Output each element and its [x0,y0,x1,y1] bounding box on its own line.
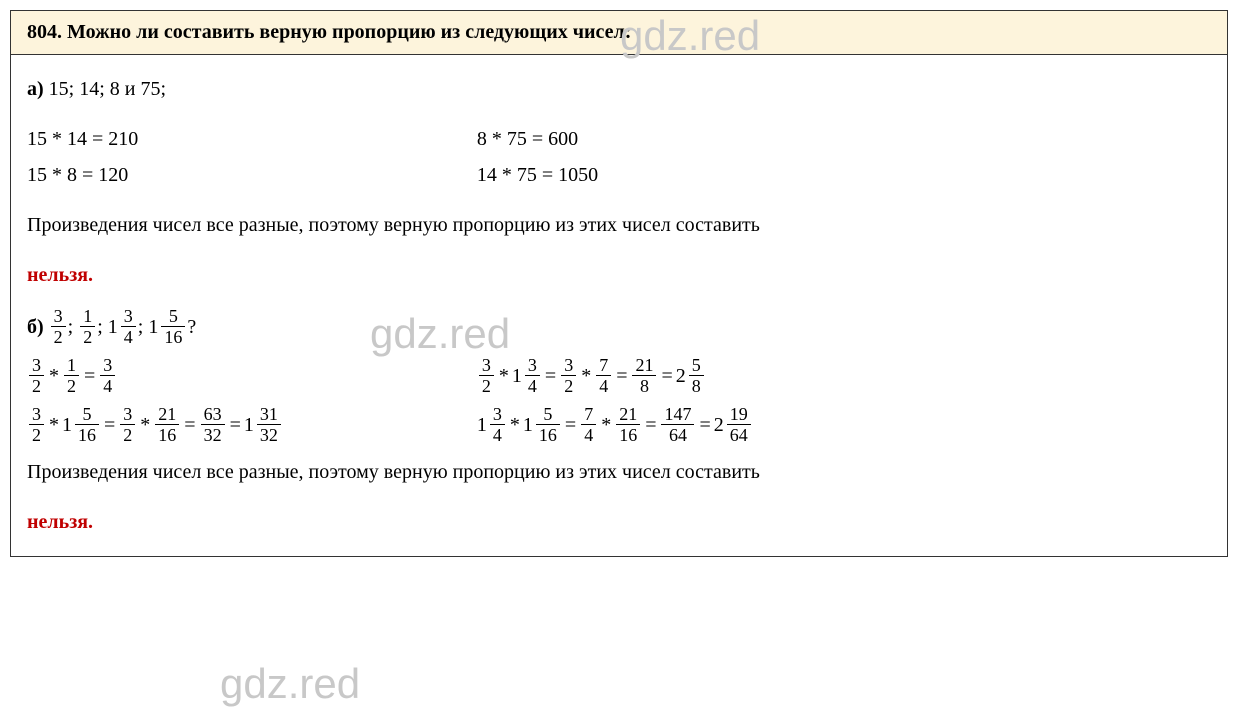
row1-left: 32 * 12 = 34 [27,356,477,395]
conclusion-text-a: Произведения чисел все разные, поэтому в… [27,214,760,236]
part-a-numbers: 15; 14; 8 и 75; [49,78,166,100]
conclusion-red-a: нельзя. [27,264,93,286]
eq1-right: 8 * 75 = 600 [477,121,1211,157]
frac-3-2: 3 2 [51,307,66,346]
row2-right: 134 * 1516 = 74 * 2116 = 14764 = 21964 [477,405,1211,444]
conclusion-text-b: Произведения чисел все разные, поэтому в… [27,461,760,483]
problem-content: а) 15; 14; 8 и 75; 15 * 14 = 210 8 * 75 … [11,55,1227,556]
row1-right: 32 * 134 = 32 * 74 = 218 = 258 [477,356,1211,395]
part-b-conclusion-red: нельзя. [27,504,1211,540]
part-a-eq-row2: 15 * 8 = 120 14 * 75 = 1050 [27,157,1211,193]
part-b-row2: 32 * 1516 = 32 * 2116 = 6332 = 13132 134… [27,405,1211,444]
problem-title: 804. Можно ли составить верную пропорцию… [27,21,631,43]
conclusion-red-b: нельзя. [27,511,93,533]
part-a-label: а) [27,78,44,100]
problem-container: 804. Можно ли составить верную пропорцию… [10,10,1228,557]
part-b-label: б) [27,309,44,345]
part-a-line: а) 15; 14; 8 и 75; [27,71,1211,107]
problem-text: Можно ли составить верную пропорцию из с… [67,21,631,43]
part-b-conclusion: Произведения чисел все разные, поэтому в… [27,454,1211,490]
watermark-bottom: gdz.red [220,660,360,708]
frac-1-2: 1 2 [80,307,95,346]
part-a-conclusion: Произведения чисел все разные, поэтому в… [27,207,1211,243]
part-b-row1: 32 * 12 = 34 32 * 134 = 32 * 74 = 218 = … [27,356,1211,395]
mixed-1-3-4: 1 3 4 [108,307,138,346]
eq2-left: 15 * 8 = 120 [27,157,477,193]
problem-header: 804. Можно ли составить верную пропорцию… [11,11,1227,55]
part-b-line: б) 3 2 ; 1 2 ; 1 3 4 ; 1 [27,307,1211,346]
mixed-1-5-16: 1 5 16 [148,307,187,346]
part-a-conclusion-red: нельзя. [27,257,1211,293]
eq2-right: 14 * 75 = 1050 [477,157,1211,193]
problem-number: 804. [27,21,62,43]
part-a-eq-row1: 15 * 14 = 210 8 * 75 = 600 [27,121,1211,157]
row2-left: 32 * 1516 = 32 * 2116 = 6332 = 13132 [27,405,477,444]
question-mark: ? [187,309,196,345]
eq1-left: 15 * 14 = 210 [27,121,477,157]
